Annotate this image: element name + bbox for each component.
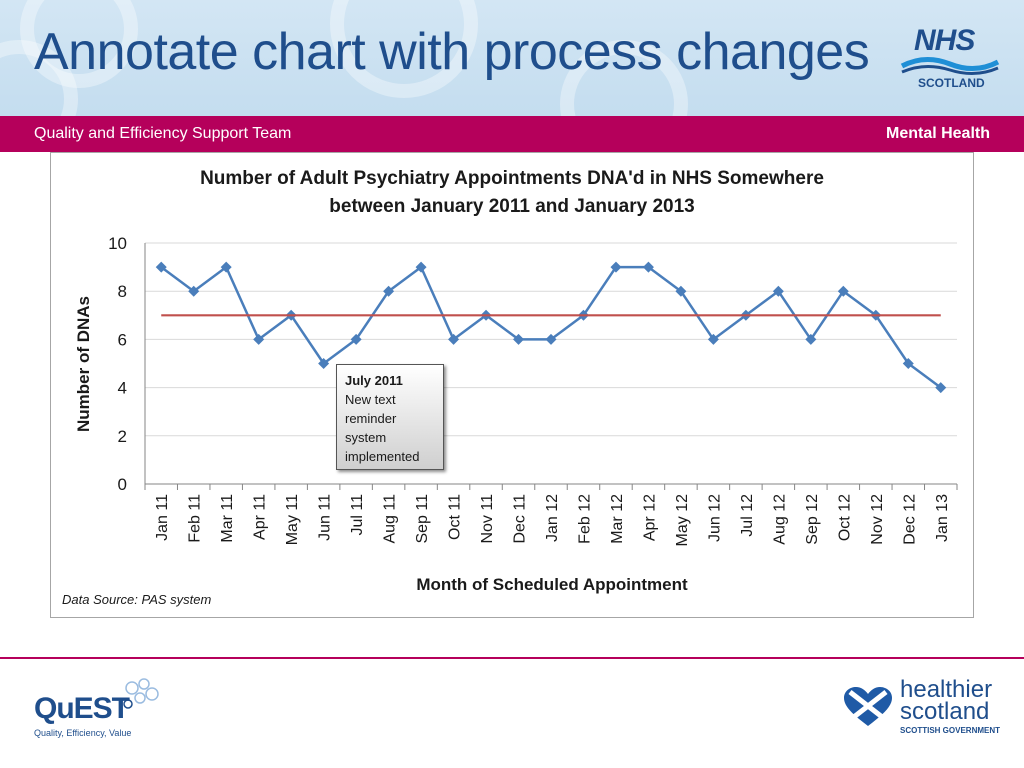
x-axis-label: Month of Scheduled Appointment (416, 575, 688, 594)
header-banner: Annotate chart with process changes NHS … (0, 0, 1024, 116)
x-tick-label: Jun 12 (706, 494, 723, 542)
y-tick-label: 2 (118, 427, 127, 446)
x-tick-label: Jan 13 (934, 494, 951, 542)
data-point (675, 285, 687, 297)
chart-title-line1: Number of Adult Psychiatry Appointments … (200, 168, 824, 189)
x-tick-label: Jan 11 (154, 494, 171, 541)
y-tick-label: 0 (118, 475, 127, 494)
healthier-text: healthier (900, 676, 993, 703)
chart-title: Number of Adult Psychiatry Appointments … (51, 165, 973, 221)
x-tick-label: Mar 11 (219, 494, 236, 543)
x-tick-label: May 12 (674, 494, 691, 547)
department-label: Mental Health (885, 125, 990, 142)
x-tick-label: Dec 12 (901, 494, 918, 545)
annotation-title: July 2011 (345, 373, 403, 388)
x-tick-label: Nov 11 (479, 494, 496, 544)
series-line-dnas (160, 265, 942, 389)
data-source-note: Data Source: PAS system (62, 592, 212, 607)
chart-title-line2: between January 2011 and January 2013 (329, 196, 695, 217)
footer-divider (0, 657, 1024, 659)
x-tick-label: Mar 12 (609, 494, 626, 544)
quest-logo-text: QuEST (34, 692, 130, 725)
data-point (545, 333, 557, 345)
x-tick-label: Apr 12 (641, 494, 658, 541)
annotation-line: system (345, 430, 387, 445)
y-tick-label: 4 (118, 379, 127, 398)
data-point (415, 261, 427, 273)
x-tick-label: Aug 12 (771, 494, 788, 545)
x-tick-label: Jun 11 (317, 494, 334, 541)
x-tick-label: Sep 11 (414, 494, 431, 544)
x-tick-label: Dec 11 (512, 494, 529, 544)
y-tick-label: 10 (108, 234, 127, 253)
data-point (350, 333, 362, 345)
x-tick-label: Oct 12 (836, 494, 853, 541)
healthier-scotland-logo: healthier scotland SCOTTISH GOVERNMENT (842, 676, 1002, 740)
data-point (448, 333, 460, 345)
data-point (513, 333, 525, 345)
saltire-heart-icon (844, 687, 892, 726)
x-tick-label: Jul 12 (739, 494, 756, 537)
data-point (383, 285, 395, 297)
nhs-logo-text: NHS (914, 24, 975, 57)
annotation-line: implemented (345, 449, 420, 464)
section-band: Quality and Efficiency Support Team Ment… (0, 116, 1024, 152)
data-point (642, 261, 654, 273)
quest-logo: QuEST Quality, Efficiency, Value (34, 676, 164, 746)
nhs-wave-icon (900, 57, 1000, 75)
data-point (253, 333, 265, 345)
x-tick-label: Feb 11 (187, 494, 204, 543)
scottish-government-text: SCOTTISH GOVERNMENT (900, 726, 1001, 735)
x-tick-label: Jan 12 (544, 494, 561, 542)
data-point (902, 358, 914, 369)
quest-logo-tagline: Quality, Efficiency, Value (34, 728, 132, 738)
data-point (155, 261, 167, 273)
nhs-logo-scotland: SCOTLAND (918, 76, 985, 90)
x-tick-label: Feb 12 (576, 494, 593, 544)
nhs-scotland-logo: NHS SCOTLAND (900, 24, 1000, 94)
data-point (805, 333, 817, 345)
y-tick-label: 8 (118, 282, 127, 301)
process-change-annotation: July 2011 New text reminder system imple… (336, 364, 444, 470)
x-tick-label: Sep 12 (804, 494, 821, 545)
y-axis-label: Number of DNAs (74, 295, 93, 433)
team-label: Quality and Efficiency Support Team (34, 125, 292, 142)
x-tick-label: May 11 (284, 494, 301, 545)
chart-frame: Number of Adult Psychiatry Appointments … (50, 152, 974, 618)
annotation-line: reminder (345, 411, 397, 426)
scotland-text: scotland (900, 698, 990, 725)
y-tick-label: 6 (118, 330, 127, 349)
x-tick-label: Aug 11 (382, 494, 399, 544)
bubbles-icon (123, 678, 159, 709)
data-point (772, 285, 784, 297)
x-tick-label: Nov 12 (869, 494, 886, 545)
data-point (188, 285, 200, 297)
x-tick-label: Jul 11 (349, 494, 366, 536)
x-tick-label: Apr 11 (252, 494, 269, 540)
data-point (220, 261, 232, 273)
data-point (610, 261, 622, 273)
data-point (837, 285, 849, 297)
annotation-line: New text (345, 392, 396, 407)
data-point (318, 358, 330, 369)
data-point (935, 382, 947, 394)
slide-title: Annotate chart with process changes (34, 23, 870, 81)
data-point (707, 333, 719, 345)
x-tick-label: Oct 11 (447, 494, 464, 540)
